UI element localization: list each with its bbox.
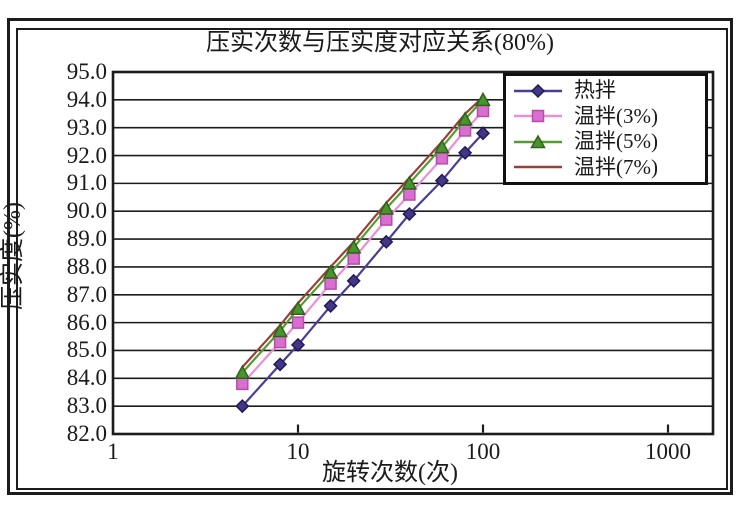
marker-triangle bbox=[290, 300, 306, 315]
legend: 热拌 温拌(3%) 温拌(5%) 温拌(7%) bbox=[503, 73, 708, 185]
marker-triangle bbox=[272, 322, 288, 338]
marker-square bbox=[380, 213, 393, 226]
legend-label: 温拌(5%) bbox=[574, 129, 658, 154]
marker-triangle bbox=[434, 139, 450, 154]
marker-square bbox=[291, 316, 305, 329]
marker-square bbox=[324, 277, 337, 290]
marker-triangle bbox=[401, 175, 418, 190]
marker-triangle bbox=[322, 264, 339, 279]
marker-triangle bbox=[345, 239, 362, 254]
y-tick-label: 84.0 bbox=[66, 365, 107, 391]
marker-square bbox=[458, 124, 472, 137]
marker-square bbox=[403, 188, 416, 201]
y-axis-label: 压实度(%) bbox=[0, 202, 26, 310]
y-tick-label: 95.0 bbox=[66, 59, 107, 84]
y-tick-label: 86.0 bbox=[66, 309, 107, 335]
marker-triangle bbox=[457, 111, 473, 126]
marker-diamond bbox=[434, 173, 450, 188]
series-line-0 bbox=[241, 132, 484, 407]
marker-diamond bbox=[458, 145, 473, 160]
y-tick-label: 82.0 bbox=[66, 421, 107, 446]
y-tick-label: 83.0 bbox=[66, 393, 107, 419]
marker-diamond bbox=[402, 206, 417, 222]
x-tick-label: 1000 bbox=[645, 439, 691, 464]
y-tick-label: 89.0 bbox=[66, 226, 107, 252]
series-line-2 bbox=[241, 99, 484, 374]
x-tick-label: 100 bbox=[465, 439, 501, 464]
legend-item-4: 温拌(7%) bbox=[513, 155, 705, 180]
y-tick-label: 85.0 bbox=[66, 337, 107, 363]
x-tick-label: 10 bbox=[286, 439, 310, 464]
legend-label: 温拌(7%) bbox=[574, 154, 658, 179]
y-tick-label: 87.0 bbox=[66, 281, 107, 307]
marker-diamond bbox=[475, 126, 491, 141]
marker-triangle bbox=[378, 200, 395, 215]
marker-triangle bbox=[475, 91, 491, 107]
marker-square bbox=[273, 335, 287, 349]
marker-square bbox=[476, 104, 490, 118]
marker-diamond bbox=[323, 298, 338, 313]
marker-diamond bbox=[379, 234, 394, 249]
legend-marker-square-icon bbox=[514, 110, 562, 123]
legend-marker-none-icon bbox=[514, 166, 562, 169]
marker-square bbox=[236, 377, 249, 391]
y-tick-label: 94.0 bbox=[66, 86, 107, 112]
legend-label: 热拌 bbox=[574, 78, 616, 103]
y-tick-label: 93.0 bbox=[66, 114, 107, 140]
x-axis-label: 旋转次数(次) bbox=[322, 460, 458, 486]
plot-border bbox=[111, 70, 715, 436]
y-tick-label: 88.0 bbox=[66, 253, 107, 279]
legend-item-1: 热拌 bbox=[513, 78, 705, 103]
legend-item-3: 温拌(5%) bbox=[513, 129, 705, 154]
outer-frame bbox=[7, 18, 733, 495]
legend-marker-triangle-icon bbox=[514, 134, 562, 148]
marker-diamond bbox=[273, 357, 288, 372]
y-tick-label: 91.0 bbox=[66, 170, 107, 196]
y-tick-label: 92.0 bbox=[66, 142, 107, 168]
marker-diamond bbox=[346, 273, 361, 288]
marker-diamond bbox=[235, 399, 250, 414]
series-line-3 bbox=[241, 96, 484, 368]
legend-marker-diamond-icon bbox=[514, 83, 562, 98]
series-line-1 bbox=[241, 110, 484, 385]
marker-square bbox=[347, 252, 360, 265]
legend-item-2: 温拌(3%) bbox=[513, 104, 705, 129]
y-tick-label: 90.0 bbox=[66, 198, 107, 224]
x-tick-label: 1 bbox=[107, 439, 119, 464]
marker-square bbox=[435, 152, 449, 165]
marker-diamond bbox=[290, 337, 306, 352]
legend-label: 温拌(3%) bbox=[574, 103, 658, 128]
chart-title: 压实次数与压实度对应关系(80%) bbox=[206, 30, 554, 56]
marker-triangle bbox=[234, 364, 251, 379]
